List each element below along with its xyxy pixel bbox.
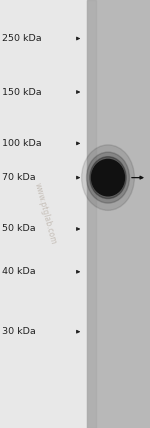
Text: 150 kDa: 150 kDa — [2, 87, 41, 97]
Ellipse shape — [90, 157, 126, 199]
Bar — [87, 0, 150, 428]
Text: 50 kDa: 50 kDa — [2, 224, 35, 234]
Text: 40 kDa: 40 kDa — [2, 267, 35, 276]
Bar — [87, 0, 96, 428]
Text: 30 kDa: 30 kDa — [2, 327, 35, 336]
Ellipse shape — [92, 160, 124, 196]
Text: 100 kDa: 100 kDa — [2, 139, 41, 148]
Text: 250 kDa: 250 kDa — [2, 34, 41, 43]
Text: 70 kDa: 70 kDa — [2, 173, 35, 182]
Ellipse shape — [82, 145, 134, 211]
Ellipse shape — [87, 152, 129, 203]
Text: www.ptglab.com: www.ptglab.com — [32, 182, 58, 246]
